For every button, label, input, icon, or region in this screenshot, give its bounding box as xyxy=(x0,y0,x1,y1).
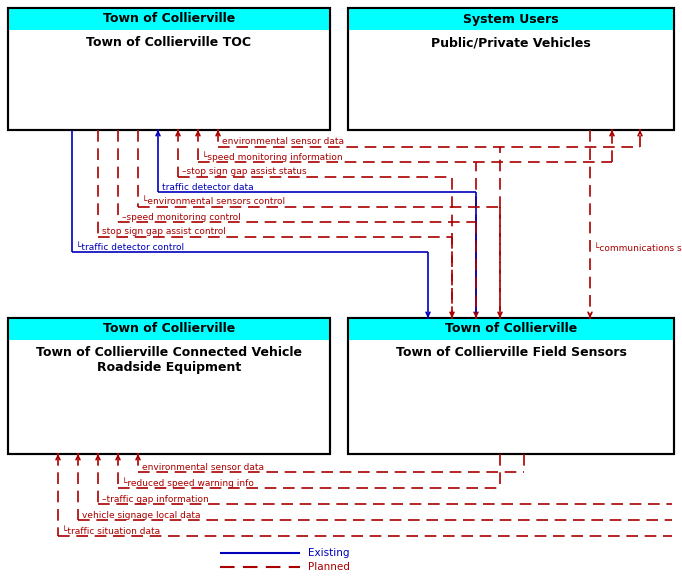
Text: └speed monitoring information: └speed monitoring information xyxy=(202,152,342,162)
Text: Town of Collierville Field Sensors: Town of Collierville Field Sensors xyxy=(396,346,627,359)
Text: –traffic gap information: –traffic gap information xyxy=(102,495,209,503)
Text: Town of Collierville: Town of Collierville xyxy=(103,12,235,26)
Bar xyxy=(8,318,330,340)
Bar xyxy=(348,8,674,30)
Text: –stop sign gap assist status: –stop sign gap assist status xyxy=(182,168,307,176)
Bar xyxy=(8,318,330,454)
Text: Planned: Planned xyxy=(308,562,350,572)
Text: └reduced speed warning info: └reduced speed warning info xyxy=(122,478,254,488)
Bar xyxy=(8,8,330,30)
Text: └communications signature: └communications signature xyxy=(594,242,682,253)
Bar xyxy=(348,8,674,130)
Text: Public/Private Vehicles: Public/Private Vehicles xyxy=(431,36,591,49)
Text: └traffic detector control: └traffic detector control xyxy=(76,242,184,252)
Text: Town of Collierville Connected Vehicle
Roadside Equipment: Town of Collierville Connected Vehicle R… xyxy=(36,346,302,374)
Text: vehicle signage local data: vehicle signage local data xyxy=(82,510,201,520)
Bar xyxy=(348,318,674,340)
Text: System Users: System Users xyxy=(463,12,559,26)
Text: Existing: Existing xyxy=(308,548,349,558)
Text: environmental sensor data: environmental sensor data xyxy=(222,137,344,147)
Bar xyxy=(348,8,674,130)
Bar xyxy=(348,318,674,454)
Text: └traffic situation data: └traffic situation data xyxy=(62,527,160,536)
Text: Town of Collierville TOC: Town of Collierville TOC xyxy=(87,36,252,49)
Text: Town of Collierville: Town of Collierville xyxy=(103,322,235,335)
Bar xyxy=(348,318,674,454)
Bar xyxy=(8,318,330,454)
Bar xyxy=(8,8,330,130)
Text: Town of Collierville: Town of Collierville xyxy=(445,322,577,335)
Bar xyxy=(8,8,330,130)
Text: environmental sensor data: environmental sensor data xyxy=(142,463,264,471)
Text: └environmental sensors control: └environmental sensors control xyxy=(142,197,285,207)
Text: stop sign gap assist control: stop sign gap assist control xyxy=(102,228,226,237)
Text: –speed monitoring control: –speed monitoring control xyxy=(122,213,241,221)
Text: traffic detector data: traffic detector data xyxy=(162,182,254,192)
